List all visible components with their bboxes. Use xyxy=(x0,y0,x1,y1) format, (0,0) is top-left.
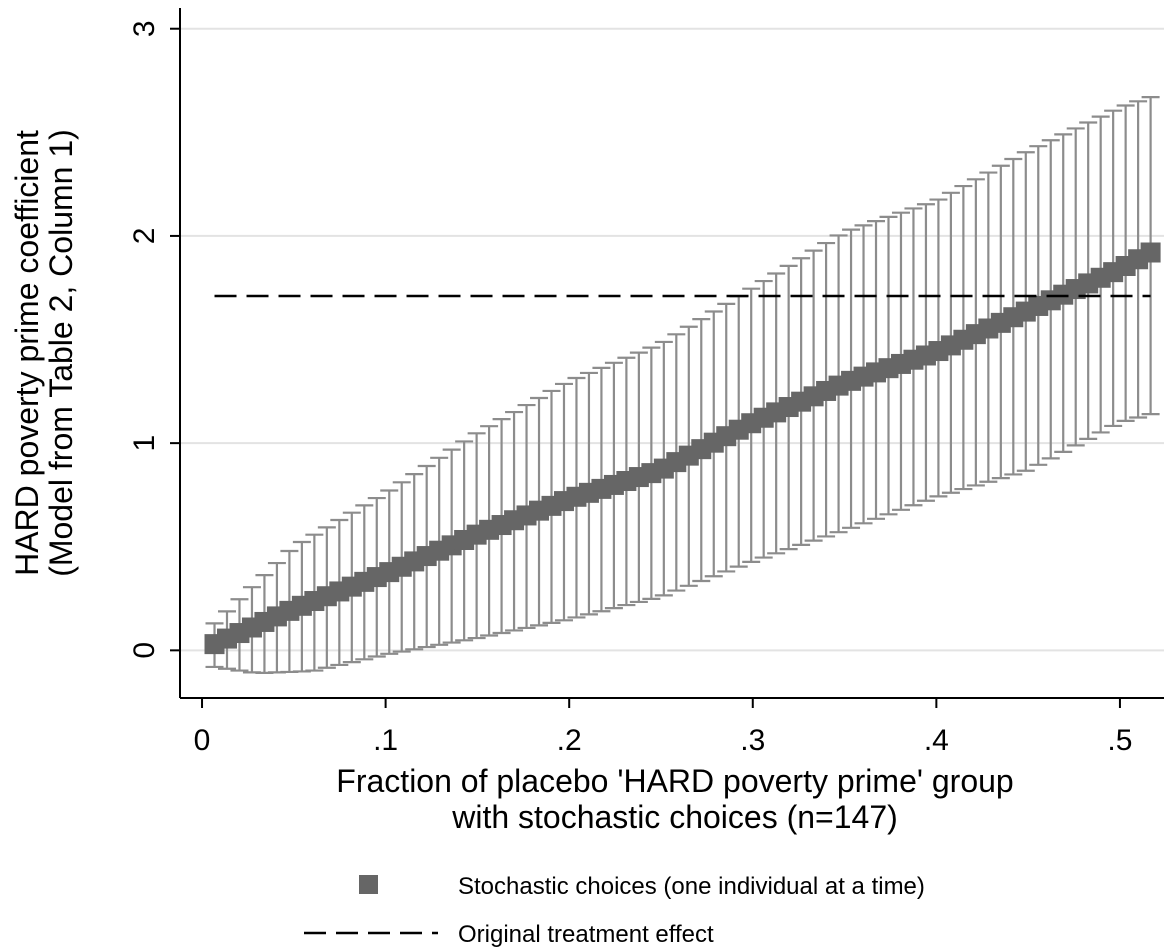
y-axis-title-line1: HARD poverty prime coefficient xyxy=(9,130,45,576)
x-tick-label: 0 xyxy=(194,724,211,757)
x-tick-label: .3 xyxy=(740,724,765,757)
y-tick-label: 1 xyxy=(128,435,161,452)
x-tick-label: .5 xyxy=(1107,724,1132,757)
y-tick-label: 2 xyxy=(128,228,161,245)
x-tick-label: .1 xyxy=(373,724,398,757)
y-tick-label: 3 xyxy=(128,20,161,37)
legend-label-original: Original treatment effect xyxy=(458,921,714,948)
x-tick-label: .2 xyxy=(557,724,582,757)
x-axis-title-line2: with stochastic choices (n=147) xyxy=(451,799,898,835)
y-tick-label: 0 xyxy=(128,642,161,659)
y-axis-title: HARD poverty prime coefficient (Model fr… xyxy=(9,129,79,577)
y-axis-title-line2: (Model from Table 2, Column 1) xyxy=(43,129,79,577)
axes xyxy=(170,8,1164,708)
legend-marker-square xyxy=(359,875,378,894)
x-tick-labels: 0 .1 .2 .3 .4 .5 xyxy=(194,724,1133,757)
x-tick-label: .4 xyxy=(924,724,949,757)
y-tick-labels: 0 1 2 3 xyxy=(128,20,161,658)
legend-label-stochastic: Stochastic choices (one individual at a … xyxy=(458,873,925,900)
point-marker xyxy=(1140,242,1161,263)
x-axis-title-line1: Fraction of placebo 'HARD poverty prime'… xyxy=(336,763,1013,799)
point-markers xyxy=(204,242,1161,655)
legend: Stochastic choices (one individual at a … xyxy=(304,873,925,948)
